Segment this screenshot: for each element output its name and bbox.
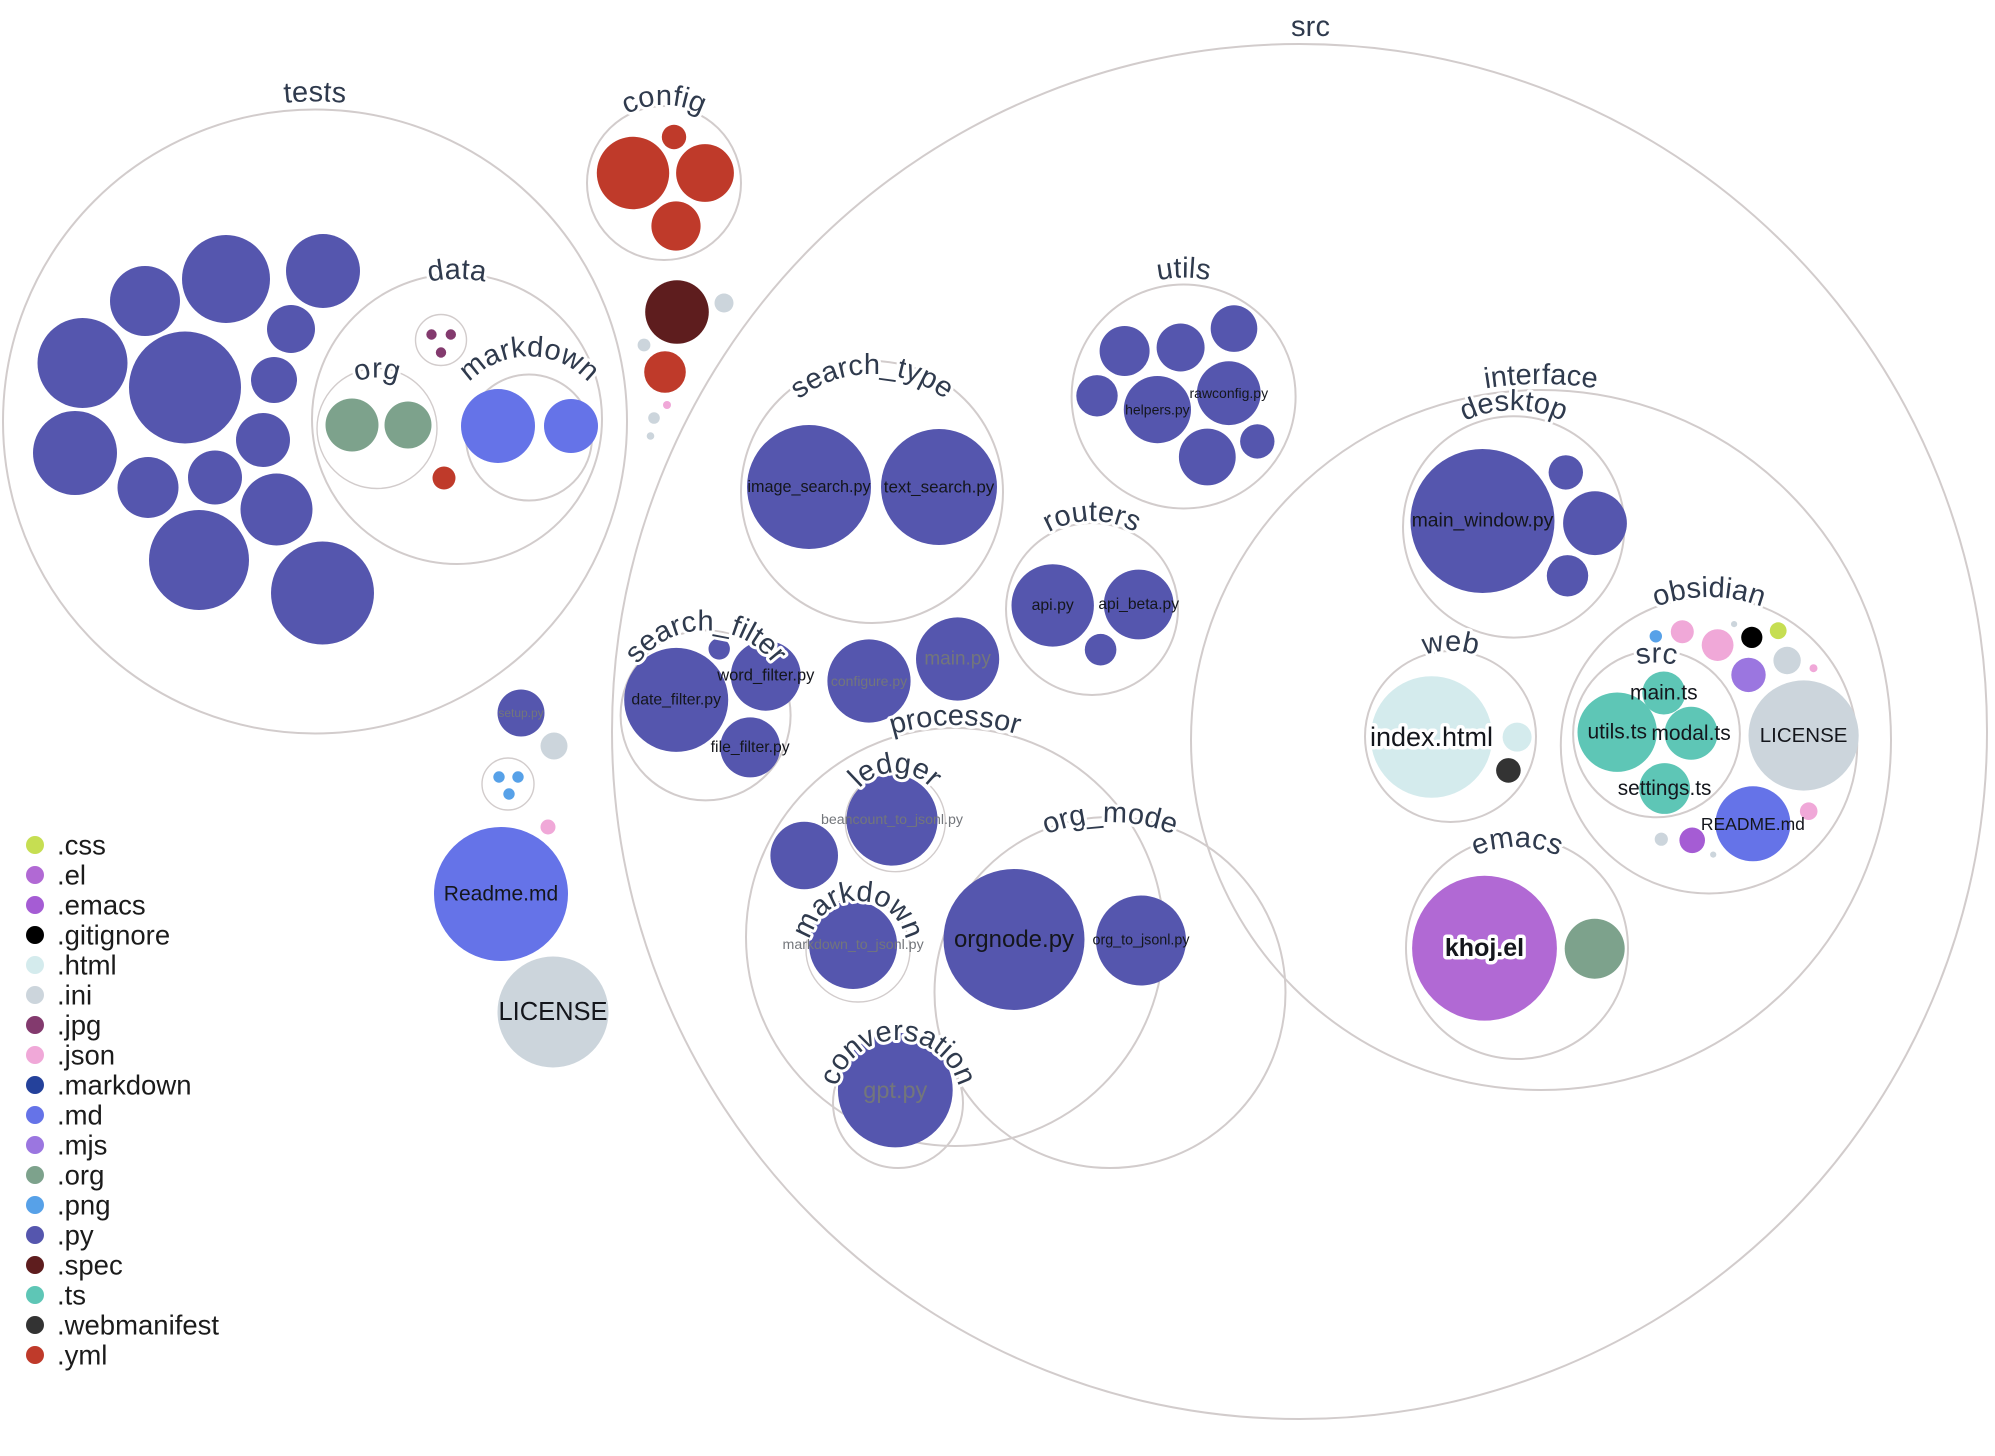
- svg-text:.markdown: .markdown: [57, 1070, 192, 1101]
- svg-text:.jpg: .jpg: [57, 1010, 101, 1041]
- svg-text:.html: .html: [57, 950, 117, 981]
- svg-text:.json: .json: [57, 1040, 115, 1071]
- svg-text:file_filter.py: file_filter.py: [711, 739, 790, 756]
- svg-text:configure.py: configure.py: [831, 673, 907, 689]
- svg-text:LICENSE: LICENSE: [498, 998, 607, 1026]
- svg-text:helpers.py: helpers.py: [1125, 402, 1190, 418]
- svg-text:.org: .org: [57, 1160, 104, 1191]
- svg-text:Readme.md: Readme.md: [444, 883, 558, 906]
- svg-text:data: data: [425, 254, 489, 289]
- svg-text:.png: .png: [57, 1190, 111, 1221]
- svg-text:beancount_to_jsonl.py: beancount_to_jsonl.py: [821, 812, 964, 828]
- svg-text:settings.ts: settings.ts: [1618, 777, 1712, 800]
- svg-text:image_search.py: image_search.py: [747, 478, 871, 496]
- svg-text:main_window.py: main_window.py: [1412, 511, 1554, 532]
- svg-text:.py: .py: [57, 1220, 94, 1251]
- svg-text:.spec: .spec: [57, 1250, 123, 1281]
- svg-text:.mjs: .mjs: [57, 1130, 107, 1161]
- svg-text:api.py: api.py: [1032, 597, 1074, 614]
- svg-text:.css: .css: [57, 830, 106, 861]
- svg-text:word_filter.py: word_filter.py: [716, 667, 815, 685]
- svg-text:date_filter.py: date_filter.py: [631, 691, 721, 708]
- svg-text:LICENSE: LICENSE: [1760, 724, 1848, 747]
- svg-text:setup.py: setup.py: [498, 706, 543, 720]
- svg-text:README.md: README.md: [1701, 814, 1805, 834]
- svg-text:org_to_jsonl.py: org_to_jsonl.py: [1093, 933, 1191, 949]
- svg-text:index.html: index.html: [1370, 722, 1493, 752]
- svg-text:.md: .md: [57, 1100, 103, 1131]
- svg-text:src: src: [1291, 11, 1331, 43]
- svg-text:.yml: .yml: [57, 1340, 107, 1371]
- svg-text:.emacs: .emacs: [57, 890, 146, 921]
- svg-text:rawconfig.py: rawconfig.py: [1190, 385, 1269, 401]
- svg-text:main.ts: main.ts: [1630, 682, 1698, 705]
- svg-text:src: src: [1633, 637, 1680, 671]
- svg-text:utils: utils: [1154, 253, 1213, 287]
- svg-text:tests: tests: [282, 76, 347, 109]
- svg-text:modal.ts: modal.ts: [1651, 722, 1730, 745]
- svg-text:markdown_to_jsonl.py: markdown_to_jsonl.py: [783, 937, 925, 953]
- svg-text:org: org: [350, 353, 404, 388]
- svg-text:.gitignore: .gitignore: [57, 920, 170, 951]
- svg-text:.el: .el: [57, 860, 86, 891]
- svg-text:main.py: main.py: [924, 649, 991, 670]
- svg-text:.webmanifest: .webmanifest: [57, 1310, 219, 1341]
- svg-text:khoj.el: khoj.el: [1445, 934, 1524, 962]
- svg-text:web: web: [1418, 626, 1482, 662]
- svg-text:utils.ts: utils.ts: [1587, 721, 1647, 744]
- svg-text:interface: interface: [1482, 359, 1600, 395]
- svg-text:.ini: .ini: [57, 980, 92, 1011]
- svg-text:.ts: .ts: [57, 1280, 86, 1311]
- svg-text:gpt.py: gpt.py: [863, 1077, 927, 1103]
- svg-text:text_search.py: text_search.py: [884, 478, 995, 497]
- svg-text:api_beta.py: api_beta.py: [1098, 596, 1179, 613]
- svg-text:orgnode.py: orgnode.py: [954, 926, 1074, 953]
